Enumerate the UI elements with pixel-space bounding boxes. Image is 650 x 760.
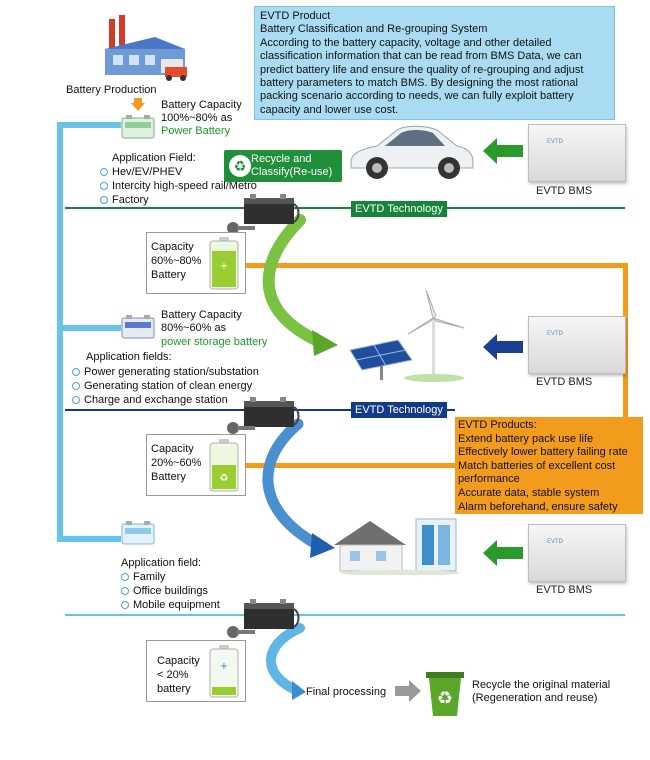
stage1-app-list: Hev/EV/PHEV Intercity high-speed rail/Me…	[100, 165, 257, 207]
battery-level-icon: +	[209, 645, 239, 698]
list-item: Office buildings	[121, 584, 220, 598]
solar-wind-icon	[349, 289, 465, 382]
list-item: Effectively lower battery failing rate	[458, 446, 628, 459]
stage2-app-list: Power generating station/substation Gene…	[72, 365, 259, 407]
list-item: Factory	[100, 193, 257, 207]
products-title: EVTD Products:	[458, 419, 537, 431]
stage1-label-2: 100%~80% as	[161, 112, 233, 124]
stage3-app-title: Application field:	[121, 557, 202, 569]
arrow-left-icon	[483, 334, 523, 360]
stage2-label-3: power storage battery	[161, 336, 268, 348]
factory-icon	[105, 15, 187, 81]
list-item: Hev/EV/PHEV	[100, 165, 257, 179]
stage1-app-title: Application Field:	[112, 152, 196, 164]
cap1-line3: Battery	[151, 269, 186, 281]
bms-device: EVTD	[528, 316, 626, 374]
cable-icon	[227, 626, 255, 638]
battery-pack-icon	[121, 315, 155, 339]
list-item: Accurate data, stable system	[458, 486, 600, 499]
recycle-material-line2: (Regeneration and reuse)	[472, 692, 598, 704]
stage2-label-2: 80%~60% as	[161, 322, 227, 334]
cap3-line1: Capacity	[157, 655, 200, 667]
electric-car-icon	[350, 125, 474, 179]
bms-device: EVTD	[528, 124, 626, 182]
tech-label-1: EVTD Technology	[351, 201, 447, 217]
list-item: Generating station of clean energy	[72, 379, 259, 393]
cap2-line1: Capacity	[151, 443, 194, 455]
capacity-box-3: Capacity < 20% battery +	[146, 640, 246, 702]
bms-label-3: EVTD BMS	[536, 584, 593, 596]
arrow-left-icon	[483, 540, 523, 566]
tech-label-2: EVTD Technology	[351, 402, 447, 418]
stage1-label-1: Battery Capacity	[161, 99, 242, 111]
list-item: Match batteries of excellent cost perfor…	[458, 459, 616, 486]
cap3-line3: battery	[157, 683, 191, 695]
cable-icon	[227, 422, 255, 434]
battery-production-label: Battery Production	[66, 84, 157, 96]
cap1-line2: 60%~80%	[151, 255, 202, 267]
stage3-app-list: Family Office buildings Mobile equipment	[121, 570, 220, 612]
capacity-box-1: Capacity 60%~80% Battery +	[146, 232, 246, 294]
bms-device: EVTD	[528, 524, 626, 582]
info-body: According to the battery capacity, volta…	[260, 36, 584, 116]
recycle-icon: ♻	[229, 155, 251, 177]
capacity-box-2: Capacity 20%~60% Battery ♻	[146, 434, 246, 496]
products-box: EVTD Products: Extend battery pack use l…	[455, 417, 643, 514]
svg-text:+: +	[220, 261, 228, 272]
cap2-line3: Battery	[151, 471, 186, 483]
list-item: Charge and exchange station	[72, 393, 259, 407]
battery-pack-icon	[121, 115, 155, 139]
lead-acid-battery-icon	[244, 599, 300, 629]
cap2-line2: 20%~60%	[151, 457, 202, 469]
battery-level-icon: ♻	[209, 439, 239, 492]
arrow-left-icon	[483, 138, 523, 164]
house-building-icon	[334, 518, 460, 575]
info-title: EVTD Product	[260, 10, 331, 22]
svg-text:+: +	[220, 661, 228, 672]
stage2-label-1: Battery Capacity	[161, 309, 242, 321]
list-item: Intercity high-speed rail/Metro	[100, 179, 257, 193]
battery-level-icon: +	[209, 237, 239, 290]
down-arrow-icon	[131, 98, 145, 111]
lead-acid-battery-icon	[244, 194, 300, 224]
info-subtitle: Battery Classification and Re-grouping S…	[260, 23, 488, 36]
recycle-badge-label: Recycle and Classify(Re-use)	[251, 153, 333, 178]
bms-label-2: EVTD BMS	[536, 376, 593, 388]
recycle-badge: ♻ Recycle and Classify(Re-use)	[224, 150, 342, 182]
final-processing-label: Final processing	[306, 686, 387, 698]
recycle-material-line1: Recycle the original material	[472, 679, 611, 691]
cap1-line1: Capacity	[151, 241, 194, 253]
list-item: Mobile equipment	[121, 598, 220, 612]
recycle-bin-icon: ♻	[426, 672, 464, 716]
stage2-app-title: Application fields:	[86, 351, 172, 363]
svg-text:♻: ♻	[234, 159, 247, 175]
lead-acid-battery-icon	[244, 397, 300, 427]
info-box: EVTD Product Battery Classification and …	[254, 6, 615, 120]
list-item: Family	[121, 570, 220, 584]
cap3-line2: < 20%	[157, 669, 189, 681]
arrow-right-icon	[395, 680, 421, 702]
battery-pack-icon	[121, 521, 155, 545]
svg-text:♻: ♻	[437, 688, 453, 709]
list-item: Extend battery pack use life	[458, 432, 594, 445]
bms-label-1: EVTD BMS	[536, 185, 593, 197]
stage1-label-3: Power Battery	[161, 125, 231, 137]
svg-text:♻: ♻	[220, 473, 229, 484]
list-item: Alarm beforehand, ensure safety	[458, 500, 618, 513]
cable-icon	[227, 222, 255, 234]
list-item: Power generating station/substation	[72, 365, 259, 379]
